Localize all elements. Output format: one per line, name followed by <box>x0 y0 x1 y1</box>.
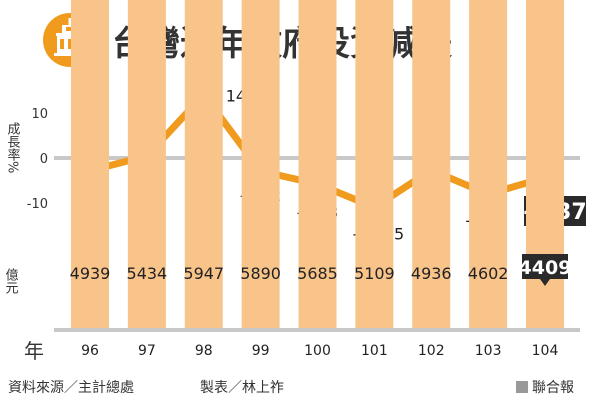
x-tick-label: 98 <box>195 343 213 359</box>
investment-bar <box>71 0 109 328</box>
chart-title: 台灣近年政府投資減緩 <box>112 24 453 64</box>
line-y-tick-label: 0 <box>40 152 48 167</box>
investment-bar <box>355 0 394 328</box>
investment-data-label: 4602 <box>468 264 509 283</box>
investment-data-label: 4939 <box>70 264 111 283</box>
investment-bar <box>412 0 451 329</box>
x-tick-label: 103 <box>475 343 502 359</box>
line-y-axis-label: 成長率% <box>5 122 21 173</box>
investment-data-label: 4409 <box>519 257 572 279</box>
investment-data-label: 5890 <box>240 264 281 283</box>
x-tick-label: 101 <box>361 343 388 359</box>
bar-y-axis-label: 億元 <box>3 267 19 295</box>
x-tick-label: 102 <box>418 343 445 359</box>
x-axis-label: 年 <box>24 339 44 363</box>
investment-data-label: 5109 <box>354 264 395 283</box>
x-tick-label: 97 <box>138 343 156 359</box>
investment-data-label: 5434 <box>127 264 168 283</box>
line-y-tick-label: 10 <box>31 107 48 122</box>
investment-bar <box>241 0 280 328</box>
bar-chart: 億元 4939 5434 5947 5890 5685 5109 4936 4602 4409 … <box>3 0 580 363</box>
investment-bars <box>71 0 564 329</box>
investment-bar <box>184 0 223 328</box>
maker-note: 製表／林上祚 <box>200 380 284 396</box>
investment-bar <box>298 0 337 328</box>
x-tick-label: 100 <box>304 343 331 359</box>
x-tick-label: 99 <box>252 343 270 359</box>
x-tick-labels: 96 97 98 99 100 101 102 103 104 <box>81 343 558 359</box>
publisher-name: 聯合報 <box>532 380 574 396</box>
investment-bar <box>469 0 508 329</box>
highlight-bar-label-pointer <box>540 279 550 286</box>
line-y-ticks: 10 0 -10 <box>27 107 48 212</box>
highlight-bar-label-box <box>522 254 568 279</box>
footer: 資料來源／主計總處 製表／林上祚 聯合報 <box>8 379 574 396</box>
source-note: 資料來源／主計總處 <box>8 379 134 396</box>
investment-data-labels: 4939 5434 5947 5890 5685 5109 4936 4602 4409 <box>70 254 572 286</box>
investment-data-label: 5685 <box>297 264 338 283</box>
line-y-tick-label: -10 <box>27 197 48 212</box>
investment-data-label: 5947 <box>183 264 224 283</box>
x-tick-label: 104 <box>532 343 559 359</box>
publisher-square-icon <box>516 381 528 393</box>
x-tick-label: 96 <box>81 343 99 359</box>
investment-bar <box>127 0 166 328</box>
investment-data-label: 4936 <box>411 264 452 283</box>
